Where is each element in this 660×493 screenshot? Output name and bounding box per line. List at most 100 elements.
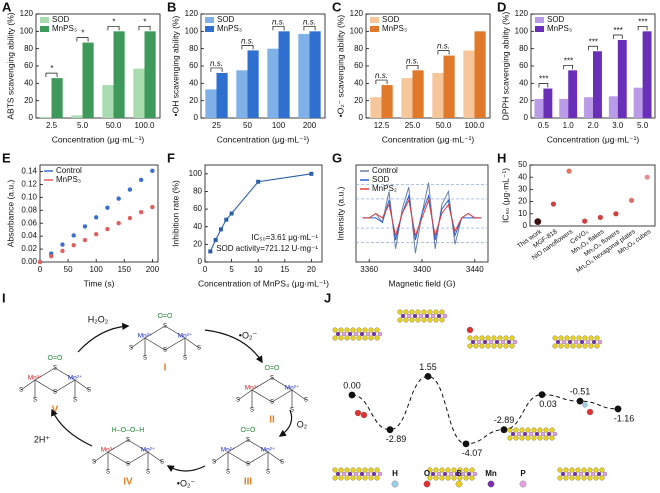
bar (216, 72, 228, 118)
atom (344, 475, 350, 481)
state-label: I (164, 363, 167, 374)
atom (347, 331, 353, 337)
atom (347, 471, 353, 477)
bar (559, 98, 569, 118)
bar (133, 68, 145, 118)
sulfur-label: S (87, 388, 91, 394)
x-tick-label: 100 (90, 265, 104, 274)
atom (497, 343, 503, 349)
legend-label: Mn (485, 469, 497, 478)
bar (51, 78, 63, 118)
significance-label: * (112, 17, 116, 26)
atom (582, 335, 588, 341)
atom (558, 343, 564, 349)
atom (338, 475, 344, 481)
value-label: 0.00 (343, 380, 361, 390)
y-axis-label: DPPH scavenging ability (%) (500, 12, 510, 121)
atom (430, 313, 436, 319)
atom (602, 471, 608, 477)
value-label: 0.03 (539, 399, 557, 409)
panel-letter: F (167, 150, 175, 165)
legend-label: Control (56, 166, 82, 175)
bar (443, 55, 455, 118)
bar (608, 96, 618, 118)
atom (362, 467, 368, 473)
data-point (224, 217, 229, 222)
reaction-arrow (77, 322, 130, 353)
y-tick-label: 0.12 (21, 180, 37, 189)
atom (467, 343, 473, 349)
atom (433, 309, 439, 315)
x-tick-label: 150 (118, 265, 132, 274)
y-tick-label: 20 (518, 197, 527, 206)
atom (335, 331, 341, 337)
atom (566, 471, 572, 477)
x-tick-label: 200 (303, 121, 317, 130)
atom (525, 435, 531, 441)
x-tick-label: 200 (146, 265, 160, 274)
atom (587, 467, 593, 473)
significance-label: n.s. (303, 17, 316, 26)
reagent-label: •O₂⁻ (177, 478, 196, 488)
significance-bracket (637, 25, 648, 31)
significance-bracket (76, 37, 89, 42)
sulfur-label: S (270, 400, 274, 406)
energy-state (424, 373, 432, 380)
legend-swatch (455, 480, 463, 488)
reaction-arrow (278, 409, 293, 437)
x-tick-label: 0 (38, 265, 43, 274)
atom (488, 339, 494, 345)
atom (427, 317, 433, 323)
x-tick-label: 1.0 (563, 121, 575, 130)
atom (549, 427, 555, 433)
y-tick-label: 0.10 (21, 192, 37, 201)
data-point (93, 215, 99, 220)
x-tick-label: 3440 (466, 265, 484, 274)
sulfur-label: S (197, 346, 201, 352)
y-tick-label: 20 (354, 96, 363, 105)
bar (642, 31, 652, 118)
significance-bracket (563, 64, 574, 70)
adsorbate-label: H–O–O–H (112, 427, 145, 434)
bar (144, 31, 156, 118)
significance-label: * (50, 64, 54, 73)
atom (371, 471, 377, 477)
y-tick-label: 10 (518, 209, 527, 218)
data-point (150, 204, 155, 210)
atom (433, 475, 439, 481)
y-tick-label: 0 (29, 113, 34, 122)
atom (442, 313, 448, 319)
sulfur-label: S (143, 356, 147, 362)
atom (510, 431, 516, 437)
sulfur-label: S (129, 346, 133, 352)
metal-label: Mn³⁺ (101, 447, 116, 454)
sulfur-label: S (73, 398, 77, 404)
x-axis-label: Concentration of MnPS₃ (μg·mL⁻¹) (198, 278, 329, 288)
data-point (37, 259, 43, 265)
atom (585, 339, 591, 345)
atom (403, 317, 409, 323)
atom (466, 326, 474, 334)
y-tick-label: 100 (185, 26, 199, 35)
value-label: -1.16 (614, 413, 635, 423)
atom (485, 343, 491, 349)
atom (586, 408, 594, 416)
atom (476, 339, 482, 345)
atom (397, 317, 403, 323)
data-point (49, 253, 54, 259)
significance-label: n.s. (272, 17, 285, 26)
atom (563, 467, 569, 473)
y-tick-label: 100 (350, 26, 364, 35)
sulfur-label: S (160, 460, 164, 466)
atom (473, 343, 479, 349)
y-tick-label: 40 (519, 78, 528, 87)
significance-label: *** (638, 17, 648, 26)
value-label: 1.55 (419, 362, 437, 372)
significance-bracket (241, 45, 254, 50)
bar (278, 31, 290, 118)
atom (466, 471, 472, 477)
bar (463, 50, 475, 118)
data-point (582, 218, 588, 224)
atom (430, 471, 436, 477)
data-point (218, 227, 223, 232)
